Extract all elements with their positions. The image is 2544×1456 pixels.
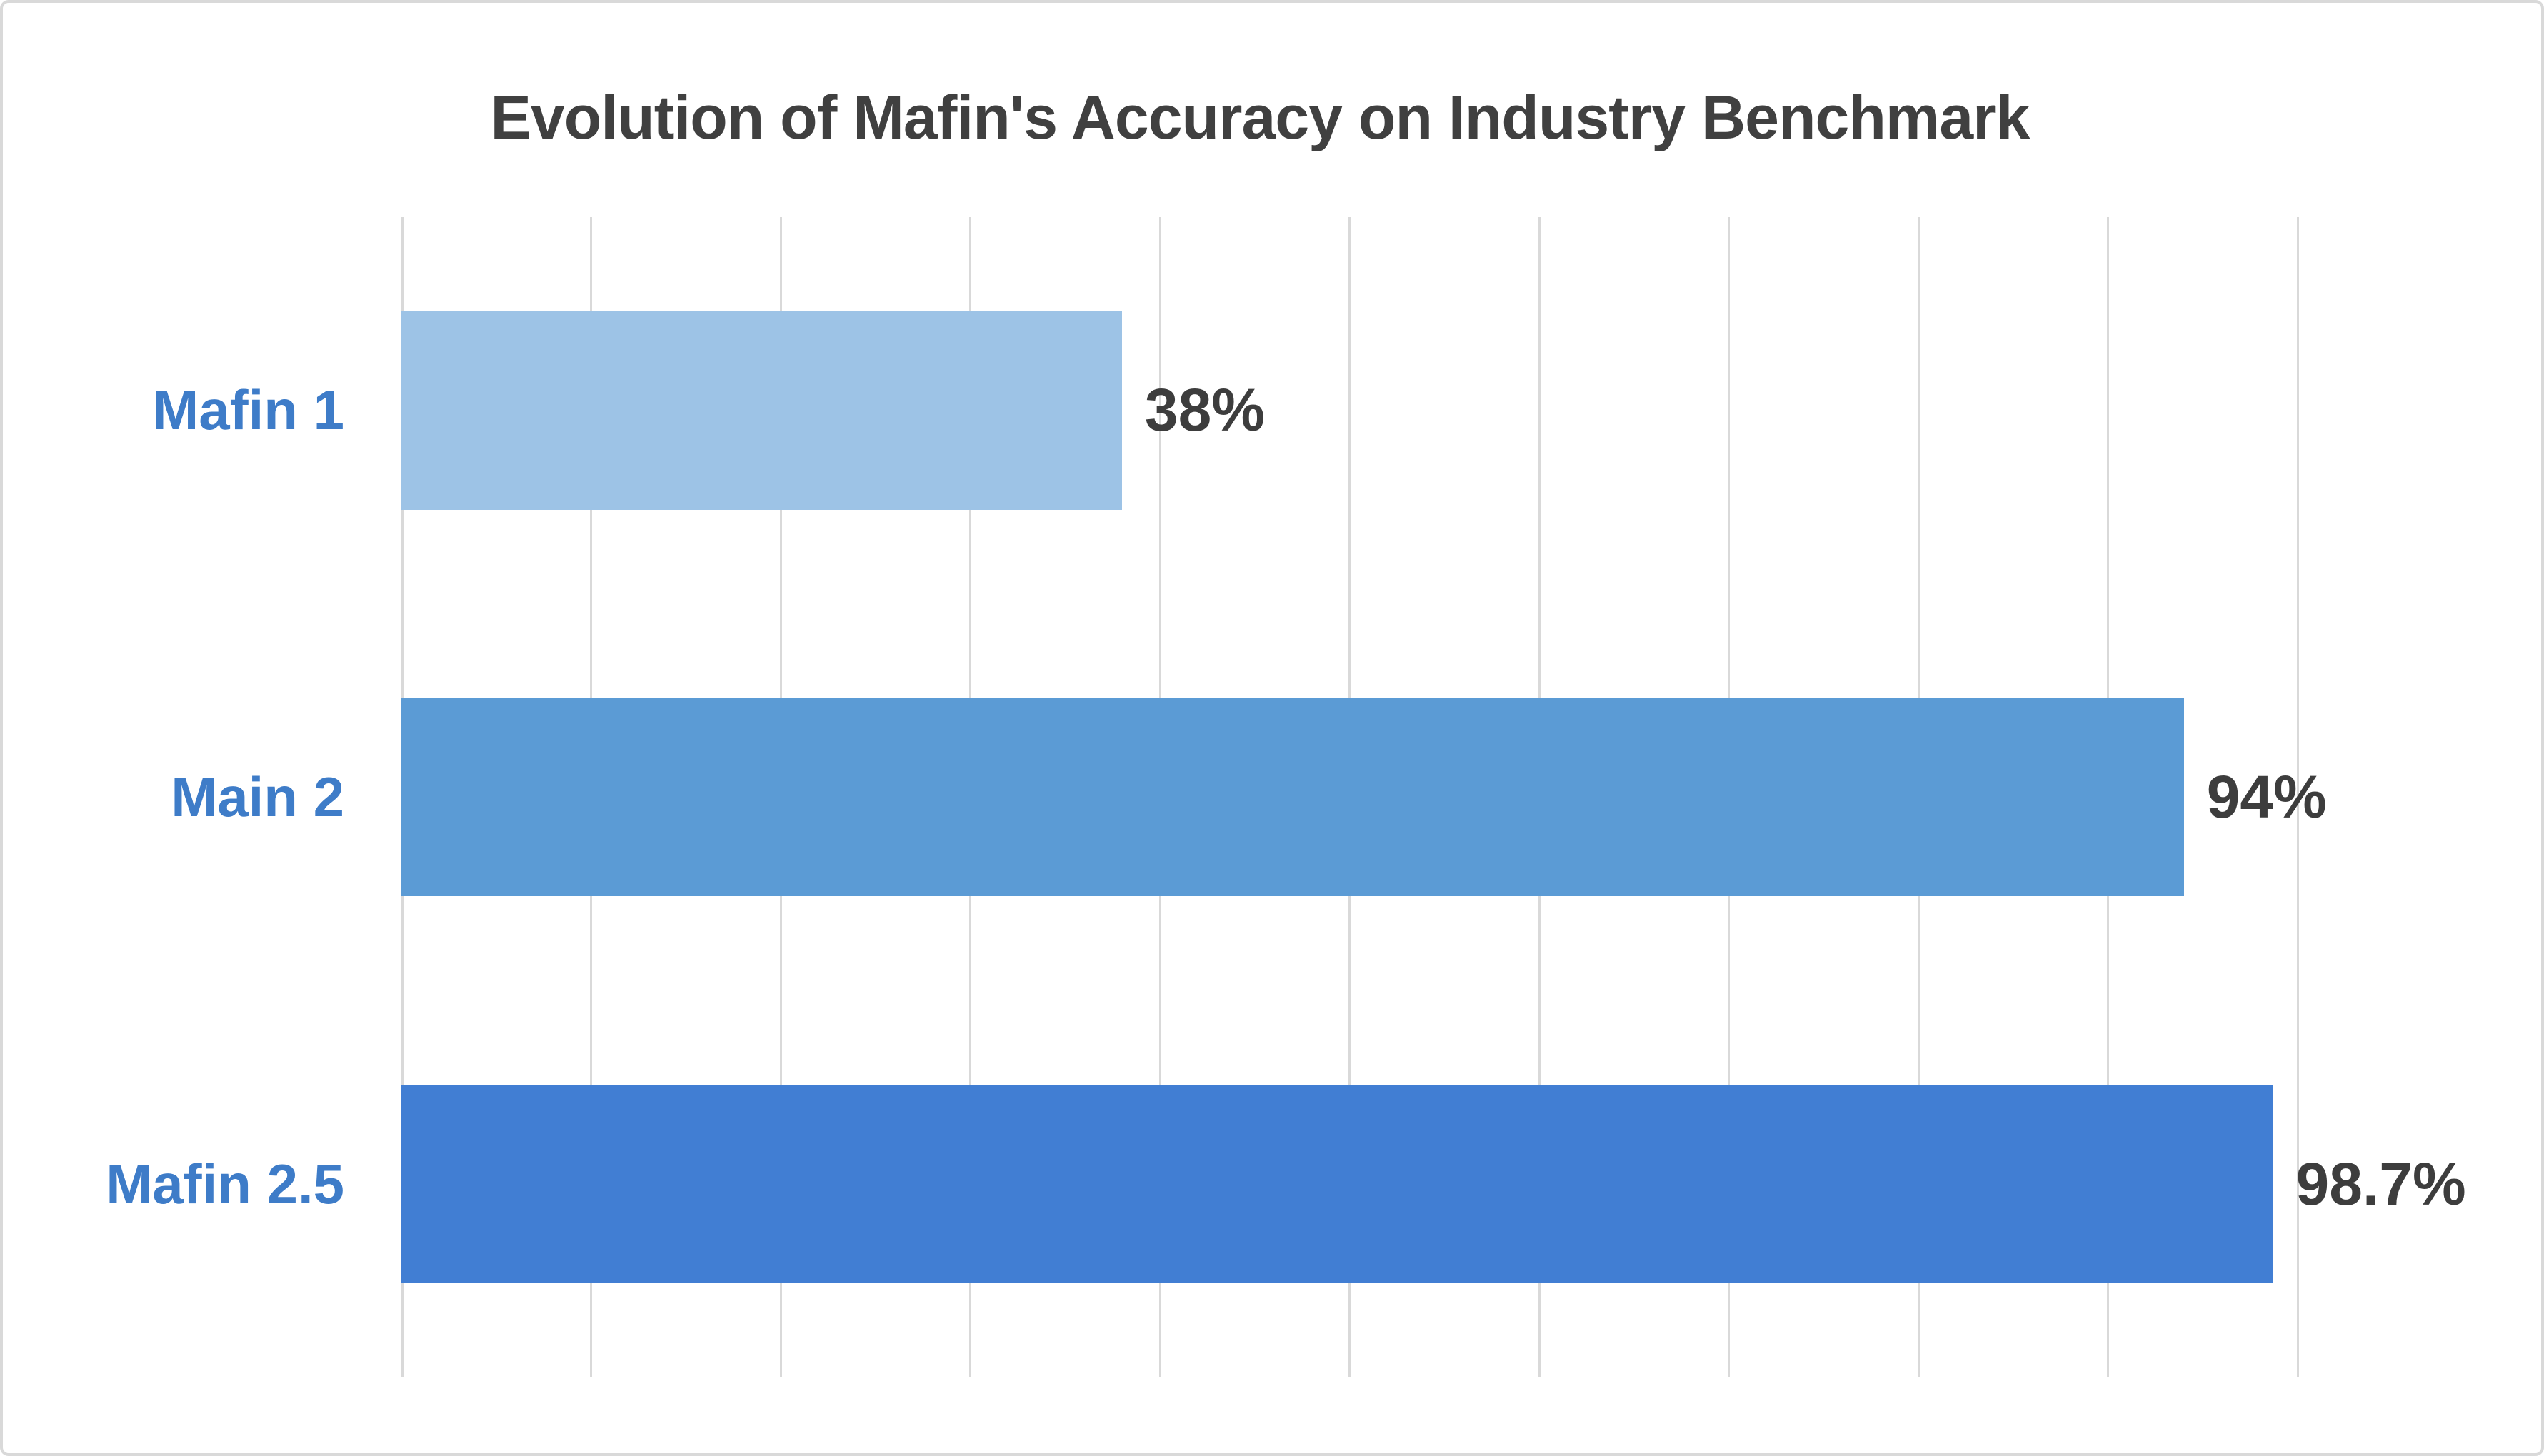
bar-zone: 38% — [401, 217, 2298, 604]
value-label: 94% — [2206, 763, 2327, 830]
category-label: Mafin 1 — [152, 378, 344, 442]
chart-title: Evolution of Mafin's Accuracy on Industr… — [490, 84, 2030, 152]
bar-mafin-2-5 — [401, 1085, 2273, 1284]
category-label: Main 2 — [171, 765, 344, 828]
bar-main-2 — [401, 698, 2184, 897]
category-label: Mafin 2.5 — [106, 1152, 344, 1215]
bar-rows: Mafin 1 38% Main 2 94% Mafin 2.5 98.7% — [3, 217, 2541, 1377]
value-label: 98.7% — [2295, 1150, 2466, 1217]
bar-zone: 94% — [401, 604, 2327, 991]
bar-row-mafin-2-5: Mafin 2.5 98.7% — [3, 990, 2541, 1377]
gridline — [2296, 217, 2299, 1377]
value-label: 38% — [1144, 376, 1266, 444]
bar-zone: 98.7% — [401, 990, 2466, 1377]
bar-row-main-2: Main 2 94% — [3, 604, 2541, 991]
bar-mafin-1 — [401, 311, 1122, 510]
bar-row-mafin-1: Mafin 1 38% — [3, 217, 2541, 604]
